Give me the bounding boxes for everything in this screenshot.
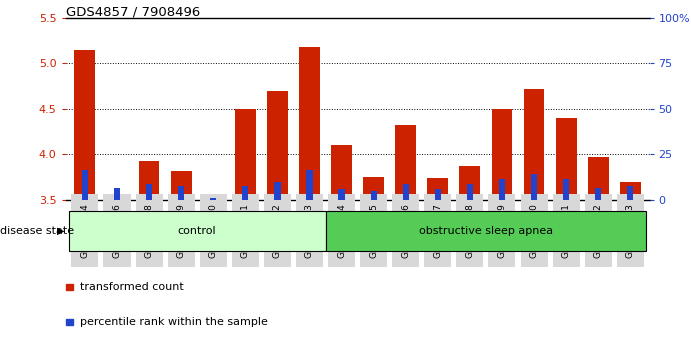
Text: GSM949182: GSM949182: [594, 203, 603, 258]
Text: GSM949166: GSM949166: [113, 203, 122, 258]
Text: GSM949180: GSM949180: [529, 203, 538, 258]
Bar: [563, 179, 569, 200]
Bar: [171, 171, 191, 200]
Bar: [339, 189, 345, 200]
Bar: [427, 178, 448, 200]
Text: GSM949169: GSM949169: [177, 203, 186, 258]
Text: GSM949172: GSM949172: [273, 203, 282, 258]
Bar: [524, 89, 545, 200]
Bar: [299, 47, 320, 200]
Text: disease state: disease state: [0, 226, 74, 236]
Bar: [146, 184, 152, 200]
Bar: [466, 184, 473, 200]
Text: GSM949178: GSM949178: [465, 203, 475, 258]
Text: GSM949171: GSM949171: [240, 203, 250, 258]
Bar: [370, 191, 377, 200]
Bar: [435, 189, 441, 200]
Text: GDS4857 / 7908496: GDS4857 / 7908496: [66, 5, 200, 18]
Bar: [114, 188, 120, 200]
Bar: [595, 188, 601, 200]
Text: transformed count: transformed count: [80, 282, 184, 292]
Bar: [331, 145, 352, 200]
Bar: [588, 157, 609, 200]
Text: GSM949174: GSM949174: [337, 203, 346, 258]
Text: GSM949181: GSM949181: [562, 203, 571, 258]
Bar: [274, 182, 281, 200]
Bar: [139, 161, 160, 200]
Bar: [178, 186, 184, 200]
Bar: [491, 109, 513, 200]
Text: GSM949175: GSM949175: [369, 203, 378, 258]
Bar: [306, 170, 312, 200]
Text: GSM949168: GSM949168: [144, 203, 153, 258]
Text: GSM949173: GSM949173: [305, 203, 314, 258]
Bar: [267, 91, 288, 200]
Bar: [235, 109, 256, 200]
Bar: [242, 186, 249, 200]
Text: obstructive sleep apnea: obstructive sleep apnea: [419, 226, 553, 236]
Text: GSM949179: GSM949179: [498, 203, 507, 258]
Text: GSM949176: GSM949176: [401, 203, 410, 258]
Bar: [460, 166, 480, 200]
Text: percentile rank within the sample: percentile rank within the sample: [80, 317, 268, 327]
Bar: [69, 211, 325, 251]
Bar: [106, 198, 127, 200]
Bar: [202, 198, 224, 200]
Bar: [82, 170, 88, 200]
Bar: [620, 182, 641, 200]
Bar: [499, 179, 505, 200]
Bar: [363, 177, 384, 200]
Bar: [325, 211, 646, 251]
Text: control: control: [178, 226, 216, 236]
Text: GSM949164: GSM949164: [80, 203, 89, 258]
Bar: [627, 186, 634, 200]
Bar: [210, 198, 216, 200]
Bar: [403, 184, 409, 200]
Bar: [531, 175, 537, 200]
Bar: [75, 50, 95, 200]
Bar: [556, 118, 576, 200]
Text: GSM949177: GSM949177: [433, 203, 442, 258]
Bar: [395, 125, 416, 200]
Text: ▶: ▶: [57, 226, 65, 236]
Text: GSM949183: GSM949183: [626, 203, 635, 258]
Text: GSM949170: GSM949170: [209, 203, 218, 258]
